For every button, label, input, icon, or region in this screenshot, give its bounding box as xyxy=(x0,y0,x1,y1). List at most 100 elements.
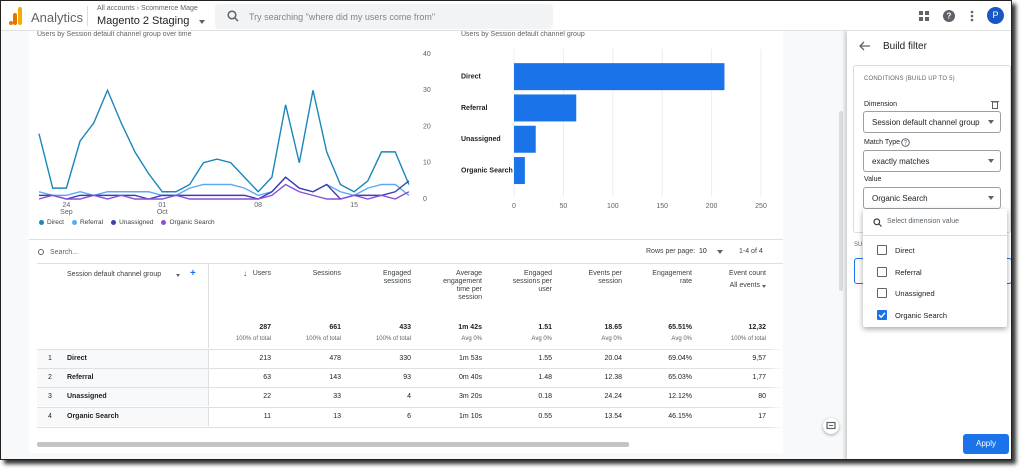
legend-item[interactable]: Unassigned xyxy=(111,219,153,226)
x-tick-label: 01 Oct xyxy=(156,202,168,216)
checkbox[interactable] xyxy=(877,266,887,277)
option-label[interactable]: Referral xyxy=(895,267,922,277)
cell: 0.18 xyxy=(538,393,552,400)
cell: 11 xyxy=(263,413,271,420)
search-box[interactable]: Try searching "where did my users come f… xyxy=(215,4,553,29)
chart-title: Users by Session default channel group xyxy=(461,31,585,38)
table-search[interactable]: Search... xyxy=(50,249,79,256)
bar xyxy=(514,157,525,185)
legend-label: Referral xyxy=(79,219,104,226)
x-tick-label: 0 xyxy=(512,203,516,210)
table-row xyxy=(37,407,783,427)
y-tick-label: 40 xyxy=(423,51,431,58)
legend-label: Direct xyxy=(47,219,64,226)
cell: 63 xyxy=(263,374,271,381)
column-total-note: 100% of total xyxy=(730,336,766,342)
dimension-select[interactable]: Session default channel group xyxy=(863,111,1001,133)
match-type-select[interactable]: exactly matches xyxy=(863,150,1001,172)
column-header[interactable]: Event count xyxy=(729,270,766,277)
dimension-cell-bg xyxy=(37,350,209,368)
search-icon xyxy=(38,249,44,255)
sort-arrow: ↓ xyxy=(243,269,247,278)
checkbox[interactable] xyxy=(877,309,887,320)
row-dimension: Unassigned xyxy=(67,393,107,400)
cell: 478 xyxy=(329,355,341,362)
table-bottom-border xyxy=(37,427,783,428)
logo xyxy=(9,7,22,25)
add-dimension: + xyxy=(190,268,196,279)
y-tick-label: 30 xyxy=(423,87,431,94)
checkbox[interactable] xyxy=(877,288,887,298)
option-label[interactable]: Direct xyxy=(895,246,915,255)
delete-icon[interactable] xyxy=(991,100,999,109)
feedback-button[interactable] xyxy=(823,418,839,434)
cell: 69.04% xyxy=(668,355,692,362)
avatar[interactable]: P xyxy=(987,7,1004,24)
series-line xyxy=(38,183,410,200)
column-header[interactable]: Users xyxy=(252,270,271,277)
chart-title: Users by Session default channel group o… xyxy=(37,31,192,38)
y-tick-label: Direct xyxy=(461,73,482,80)
legend-label: Organic Search xyxy=(169,219,215,226)
match-type-label: Match Type xyxy=(864,139,901,146)
dimension-cell-bg xyxy=(37,408,209,426)
option-label[interactable]: Organic Search xyxy=(895,310,948,320)
dimension-caret xyxy=(176,274,180,277)
option-label[interactable]: Unassigned xyxy=(895,289,935,298)
cell: 143 xyxy=(329,374,341,381)
row-index: 2 xyxy=(48,374,52,381)
property-selector[interactable]: Magento 2 Staging xyxy=(97,15,190,27)
column-total: 65.51% xyxy=(668,324,692,331)
column-header[interactable]: Average engagement time per session xyxy=(443,270,482,301)
column-total: 661 xyxy=(329,324,341,331)
y-tick-label: Referral xyxy=(461,105,488,112)
column-total: 12,32 xyxy=(748,324,766,331)
conditions-label: CONDITIONS (BUILD UP TO 5) xyxy=(864,76,955,82)
cell: 330 xyxy=(399,355,411,362)
column-header[interactable]: Engaged sessions per user xyxy=(512,270,552,293)
y-tick-label: 10 xyxy=(423,160,431,167)
column-header[interactable]: Engaged sessions xyxy=(382,270,411,285)
column-total-note: Avg 0% xyxy=(671,336,692,342)
h-scrollbar[interactable] xyxy=(37,442,629,447)
column-total: 1.51 xyxy=(538,324,552,331)
column-header[interactable]: Engagement rate xyxy=(652,270,692,285)
rows-per-page[interactable]: 10 xyxy=(699,248,707,255)
legend-item[interactable]: Organic Search xyxy=(161,219,215,226)
x-tick-label: 24 Sep xyxy=(60,202,73,216)
back-arrow[interactable] xyxy=(859,41,871,51)
y-tick-label: 0 xyxy=(423,196,427,203)
apply-button[interactable]: Apply xyxy=(963,434,1009,454)
cell: 213 xyxy=(259,355,271,362)
legend-label: Unassigned xyxy=(119,219,154,226)
dimension-header[interactable]: Session default channel group xyxy=(67,271,162,278)
column-total: 433 xyxy=(399,324,411,331)
dropdown-search[interactable]: Select dimension value xyxy=(887,218,959,225)
value-value: Organic Search xyxy=(872,194,928,203)
cell: 13 xyxy=(333,413,341,420)
breadcrumb[interactable]: All accounts › Scommerce Mage xyxy=(97,5,198,12)
event-count-sub[interactable]: All events xyxy=(729,282,760,289)
table-top-border xyxy=(29,239,783,240)
help-icon[interactable]: ? xyxy=(943,10,955,22)
dimension-cell-bg xyxy=(37,369,209,387)
series-line xyxy=(38,176,410,197)
dimension-column-bg xyxy=(37,264,209,348)
table-row xyxy=(37,368,783,387)
legend-item[interactable]: Direct xyxy=(39,219,64,226)
cell: 1.55 xyxy=(538,355,552,362)
value-select[interactable]: Organic Search xyxy=(863,187,1001,209)
checkbox[interactable] xyxy=(877,245,887,255)
column-header[interactable]: Events per session xyxy=(588,270,622,285)
column-total-note: Avg 0% xyxy=(531,336,552,342)
value-label: Value xyxy=(864,176,882,183)
apps-icon[interactable] xyxy=(919,11,929,21)
x-tick-label: 100 xyxy=(607,203,619,210)
cell: 4 xyxy=(407,393,411,400)
search-placeholder: Try searching "where did my users come f… xyxy=(249,12,436,22)
column-header[interactable]: Sessions xyxy=(312,270,341,277)
legend-item[interactable]: Referral xyxy=(71,219,104,226)
bar xyxy=(514,125,536,153)
more-icon[interactable] xyxy=(970,10,974,22)
column-total-note: 100% of total xyxy=(375,336,411,342)
